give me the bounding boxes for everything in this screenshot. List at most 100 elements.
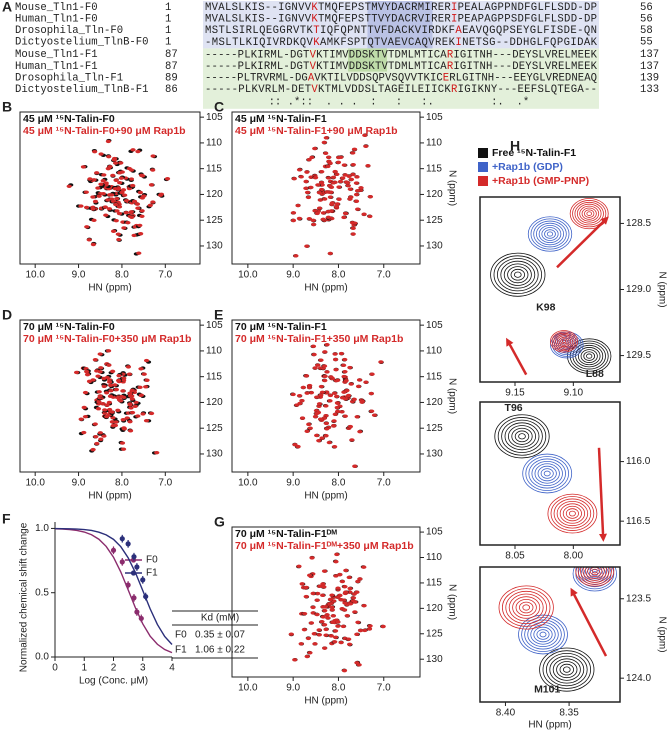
contour: [512, 596, 541, 619]
peak-bound: [323, 421, 330, 426]
panel-letter: E: [214, 307, 223, 323]
peak-bound: [111, 158, 117, 162]
peak-bound: [358, 186, 364, 190]
peak-bound: [342, 397, 349, 401]
contour: [556, 500, 589, 527]
peak-bound: [318, 393, 324, 397]
peak-bound: [113, 178, 119, 182]
peak-bound: [329, 605, 335, 609]
y-tick-label: 105: [426, 112, 443, 123]
x-axis-label: HN (ppm): [304, 491, 347, 502]
peak-bound: [345, 183, 351, 188]
x-tick-label: 8.05: [505, 551, 525, 562]
peak-bound: [324, 342, 330, 347]
peak-bound: [118, 161, 124, 165]
peak-bound: [135, 206, 141, 210]
peak-bound: [114, 196, 120, 201]
peak-bound: [82, 414, 89, 419]
peak-bound: [352, 464, 358, 468]
peak-bound: [333, 368, 339, 372]
peak-bound: [128, 210, 135, 214]
peak-bound: [116, 237, 122, 242]
peak-bound: [317, 584, 323, 588]
seq-name: Mouse_Tln1-F0: [15, 2, 98, 14]
peak-bound: [304, 429, 310, 434]
contour: [493, 255, 542, 295]
contour: [545, 652, 588, 687]
point: [131, 595, 137, 601]
x-tick-label: 7.0: [377, 478, 391, 489]
plot-frame: [231, 319, 421, 473]
peak-bound: [326, 440, 332, 445]
peak-bound: [334, 405, 340, 410]
peak-bound: [366, 627, 373, 631]
peak-bound: [128, 406, 134, 410]
contour: [494, 414, 550, 459]
peak-bound: [143, 385, 149, 389]
peak-bound: [314, 411, 320, 416]
peak-bound: [129, 215, 135, 219]
peak-bound: [350, 162, 356, 167]
peak-bound: [120, 389, 126, 393]
peak-bound: [323, 136, 329, 140]
peak-bound: [121, 378, 127, 382]
peak-bound: [361, 604, 367, 608]
peak-bound: [320, 217, 326, 222]
peak-bound: [356, 378, 363, 382]
peak-bound: [97, 394, 103, 398]
peak-bound: [319, 390, 325, 395]
peak-bound: [322, 374, 328, 378]
contour: [531, 460, 563, 487]
shift-arrow: [597, 447, 608, 542]
peak-bound: [306, 385, 312, 390]
peak-bound: [355, 384, 362, 389]
peak-bound: [96, 400, 102, 404]
peak-bound: [290, 211, 297, 215]
label-bound: 70 μM ¹⁵N-Talin-F1ᴰᴹ+350 μM Rap1b: [235, 540, 414, 552]
peak-bound: [306, 422, 312, 427]
seq-end: 55: [640, 37, 653, 49]
peak-bound: [330, 620, 336, 624]
contour: [589, 567, 600, 576]
y-tick-label: 125: [426, 215, 443, 226]
x-tick-label: 9.0: [286, 478, 300, 489]
peak-bound: [93, 434, 99, 439]
peak-bound: [344, 388, 350, 393]
peak-bound: [335, 586, 341, 590]
seq-start: 1: [165, 37, 171, 49]
peak-bound: [322, 378, 328, 383]
peak-bound: [314, 395, 320, 399]
peak-bound: [293, 254, 299, 258]
contour: [543, 470, 551, 477]
seq-end: 139: [640, 72, 659, 84]
peak-bound: [323, 633, 329, 637]
peak-bound: [341, 215, 347, 220]
contour: [519, 601, 534, 614]
peak-bound: [328, 597, 334, 602]
seq-start: 1: [165, 25, 171, 37]
peak-bound: [345, 393, 352, 398]
contour: [542, 650, 591, 689]
peak-bound: [331, 391, 338, 395]
contour: [528, 458, 566, 489]
peak-bound: [120, 220, 126, 224]
panel-letter: D: [2, 307, 12, 323]
x-tick-label: 1: [81, 663, 87, 674]
peak-bound: [137, 190, 143, 195]
peak-bound: [298, 175, 304, 179]
peak-bound: [137, 385, 143, 390]
sequence: -----PLKVRLM-DETVKTMLVDDSLTAGEILEIICKRIG…: [205, 84, 597, 96]
legend-label: F1: [146, 568, 158, 579]
peak-bound: [326, 602, 333, 606]
contour: [549, 655, 585, 684]
peak-bound: [342, 211, 349, 216]
peak-bound: [363, 380, 369, 384]
peak-bound: [319, 187, 325, 192]
peak-bound: [115, 378, 122, 383]
seq-end: 137: [640, 61, 659, 73]
seq-name: Mouse_Tln1-F1: [15, 49, 98, 61]
peak-bound: [141, 372, 147, 376]
contour: [572, 567, 617, 592]
peak-bound: [127, 403, 133, 407]
point: [119, 559, 125, 565]
